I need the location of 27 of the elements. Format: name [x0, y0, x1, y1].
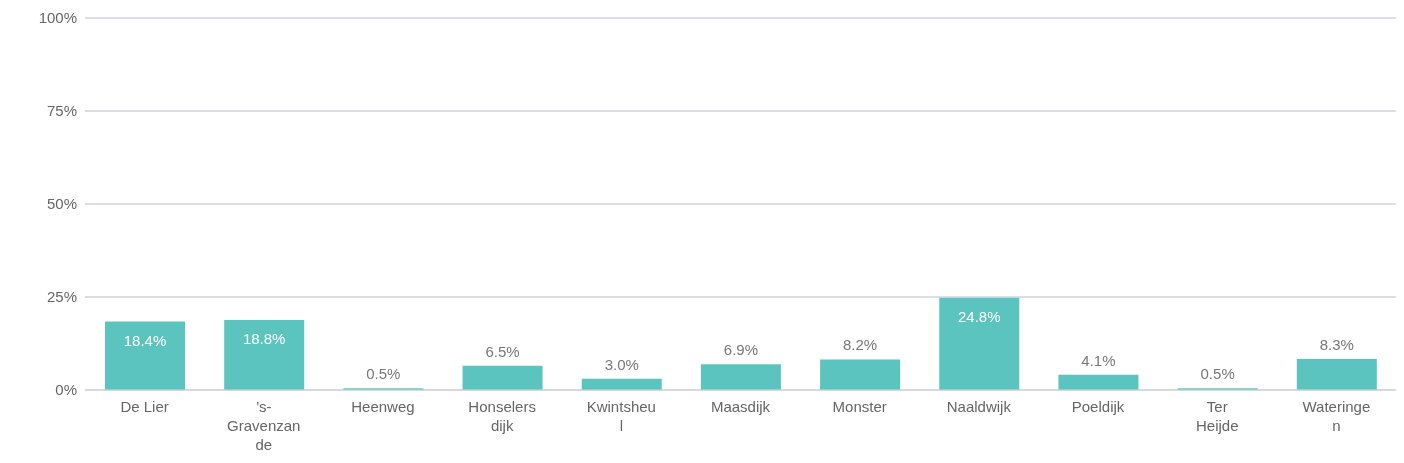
- data-label: 8.2%: [842, 336, 878, 354]
- y-tick-label: 0%: [55, 381, 77, 399]
- x-tick-label: Honselersdijk: [468, 398, 536, 434]
- data-label: 3.0%: [604, 355, 639, 373]
- x-tick-label: Naaldwijk: [946, 398, 1012, 415]
- x-tick-label: ’s-Gravenzande: [227, 398, 301, 453]
- x-tick-label: Kwintsheul: [586, 398, 656, 434]
- x-tick-label: De Lier: [120, 398, 169, 415]
- data-label: 4.1%: [1081, 351, 1116, 369]
- y-tick-label: 25%: [46, 288, 77, 306]
- x-tick-label: Maasdijk: [710, 398, 771, 415]
- data-label: 8.3%: [1319, 336, 1354, 354]
- x-tick-label: Wateringen: [1302, 398, 1371, 434]
- data-label: 18.8%: [242, 330, 286, 348]
- y-tick-label: 100%: [38, 9, 77, 27]
- data-label: 18.4%: [123, 331, 167, 349]
- y-tick-label: 50%: [46, 195, 77, 213]
- x-tick-label: Poeldijk: [1071, 398, 1125, 415]
- y-tick-label: 75%: [46, 102, 77, 120]
- data-label: 6.9%: [723, 341, 759, 359]
- x-tick-label: Heenweg: [351, 398, 415, 415]
- data-label: 0.5%: [366, 365, 401, 383]
- data-label: 0.5%: [1200, 365, 1235, 383]
- x-tick-label: Ter Heijde: [1195, 398, 1239, 434]
- data-label: 6.5%: [485, 342, 520, 360]
- data-label: 24.8%: [958, 307, 1001, 325]
- x-tick-label: Monster: [832, 398, 887, 415]
